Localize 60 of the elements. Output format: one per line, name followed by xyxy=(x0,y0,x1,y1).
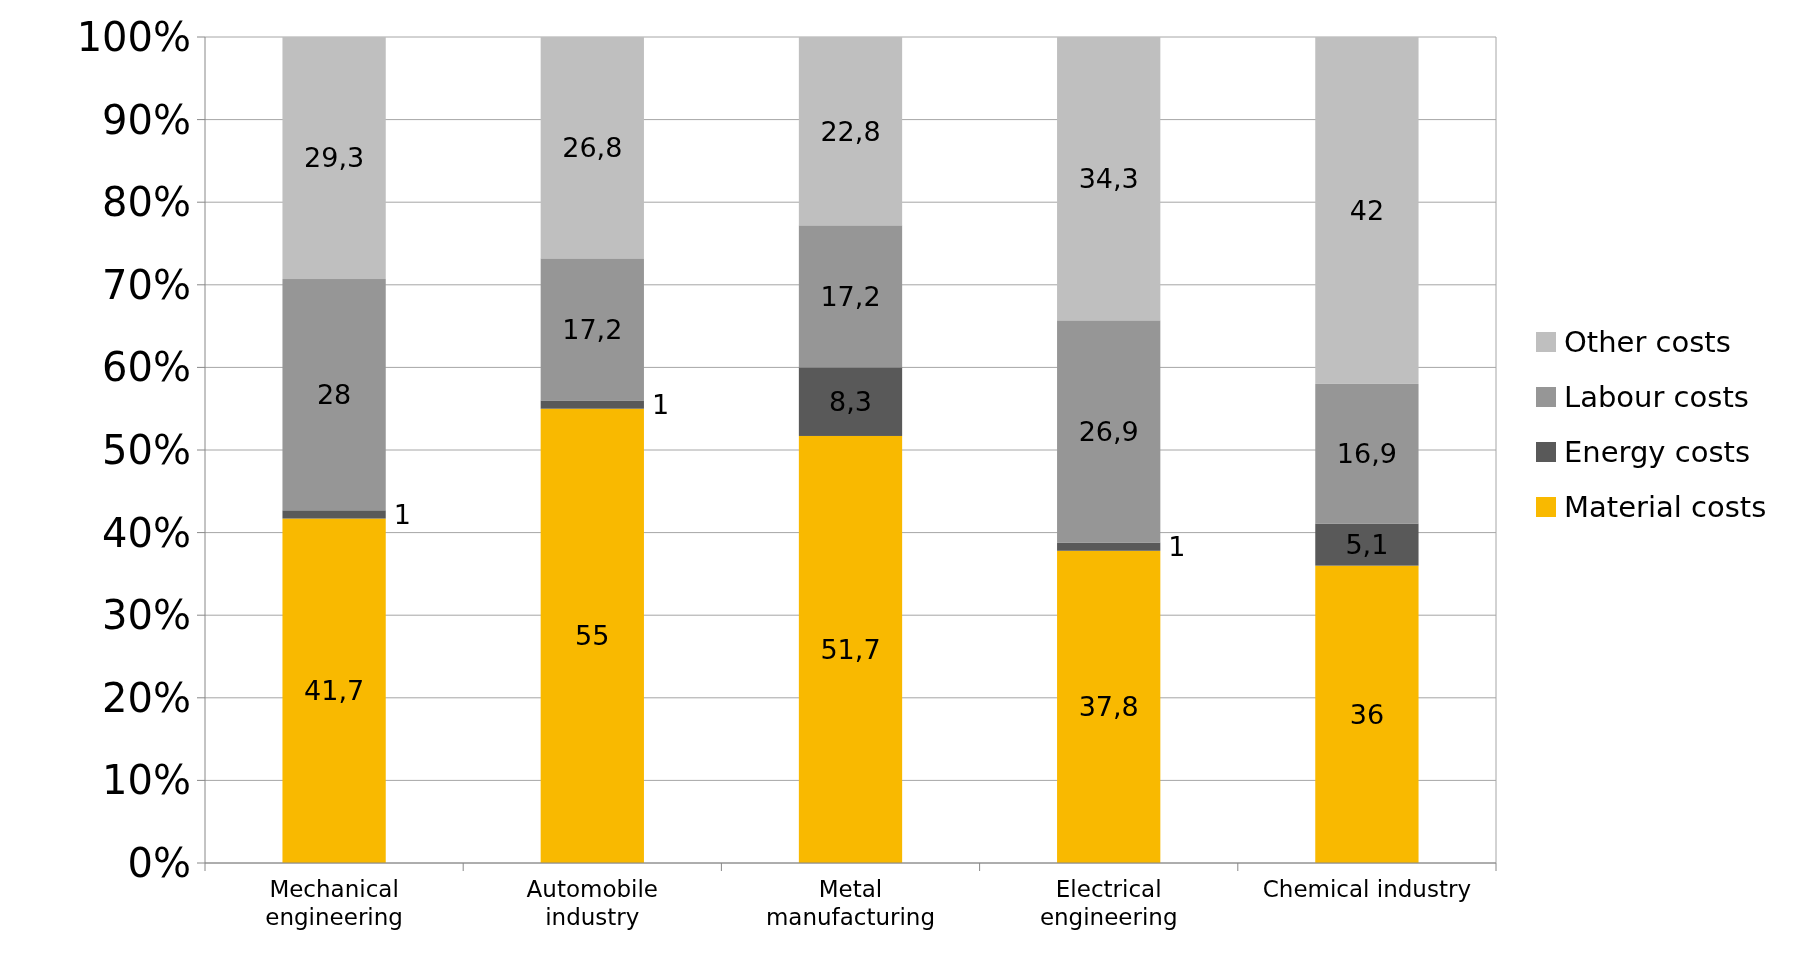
data-label: 16,9 xyxy=(1336,438,1397,470)
x-tick-label: Mechanical engineering xyxy=(265,876,403,930)
y-tick-label: 0% xyxy=(127,840,191,886)
bar xyxy=(1057,320,1161,543)
data-label: 5,1 xyxy=(1345,529,1389,561)
y-tick-label: 40% xyxy=(102,509,191,556)
data-label: 34,3 xyxy=(1078,163,1139,195)
bar xyxy=(540,400,644,409)
x-tick-label: Electrical engineering xyxy=(1039,876,1178,930)
data-label: 28 xyxy=(316,379,352,411)
bar xyxy=(1315,523,1419,566)
bar xyxy=(282,37,386,280)
bar xyxy=(1315,37,1419,384)
data-label: 26,9 xyxy=(1078,415,1139,447)
y-tick-label: 30% xyxy=(102,592,191,639)
data-label: 36 xyxy=(1349,698,1385,730)
y-tick-label: 60% xyxy=(102,344,191,391)
x-tick-label: Metal manufacturing xyxy=(765,876,936,930)
bar xyxy=(1315,565,1419,863)
data-label: 22,8 xyxy=(820,115,881,147)
bar xyxy=(1057,37,1161,321)
data-label: 29,3 xyxy=(304,142,365,174)
bar xyxy=(540,37,644,259)
y-tick-label: 90% xyxy=(102,96,191,143)
data-label: 55 xyxy=(575,620,610,652)
bar xyxy=(1315,383,1419,524)
data-label: 26,8 xyxy=(562,132,623,164)
legend-label: Energy costs xyxy=(1564,435,1751,470)
data-label: 41,7 xyxy=(304,675,365,707)
data-label: 51,7 xyxy=(820,633,881,665)
data-label: 17,2 xyxy=(562,313,623,345)
bar xyxy=(798,37,903,226)
bar xyxy=(1057,542,1161,551)
data-label: 42 xyxy=(1349,194,1385,226)
data-label: 1 xyxy=(1168,531,1186,563)
y-tick-label: 70% xyxy=(102,261,191,308)
legend-label: Labour costs xyxy=(1564,380,1749,415)
y-tick-label: 80% xyxy=(102,179,191,226)
legend-label: Material costs xyxy=(1564,490,1767,525)
bar xyxy=(540,258,644,401)
y-tick-label: 50% xyxy=(102,427,191,473)
x-tick-label: Chemical industry xyxy=(1262,876,1472,902)
bar xyxy=(798,435,903,863)
bar xyxy=(540,408,644,863)
data-label: 1 xyxy=(393,498,411,530)
data-label: 17,2 xyxy=(820,280,881,312)
data-label: 37,8 xyxy=(1078,691,1139,723)
legend-label: Other costs xyxy=(1564,325,1731,360)
x-tick-label: Automobile industry xyxy=(526,876,659,930)
bar xyxy=(282,518,386,863)
bar xyxy=(282,510,386,519)
y-tick-label: 10% xyxy=(102,757,191,804)
data-label: 1 xyxy=(651,389,670,421)
bar xyxy=(798,367,903,436)
y-tick-label: 20% xyxy=(102,674,191,721)
y-tick-label: 100% xyxy=(76,14,191,60)
bar xyxy=(282,279,386,511)
bar xyxy=(798,225,903,368)
bar xyxy=(1057,550,1161,863)
data-label: 8,3 xyxy=(829,386,872,418)
